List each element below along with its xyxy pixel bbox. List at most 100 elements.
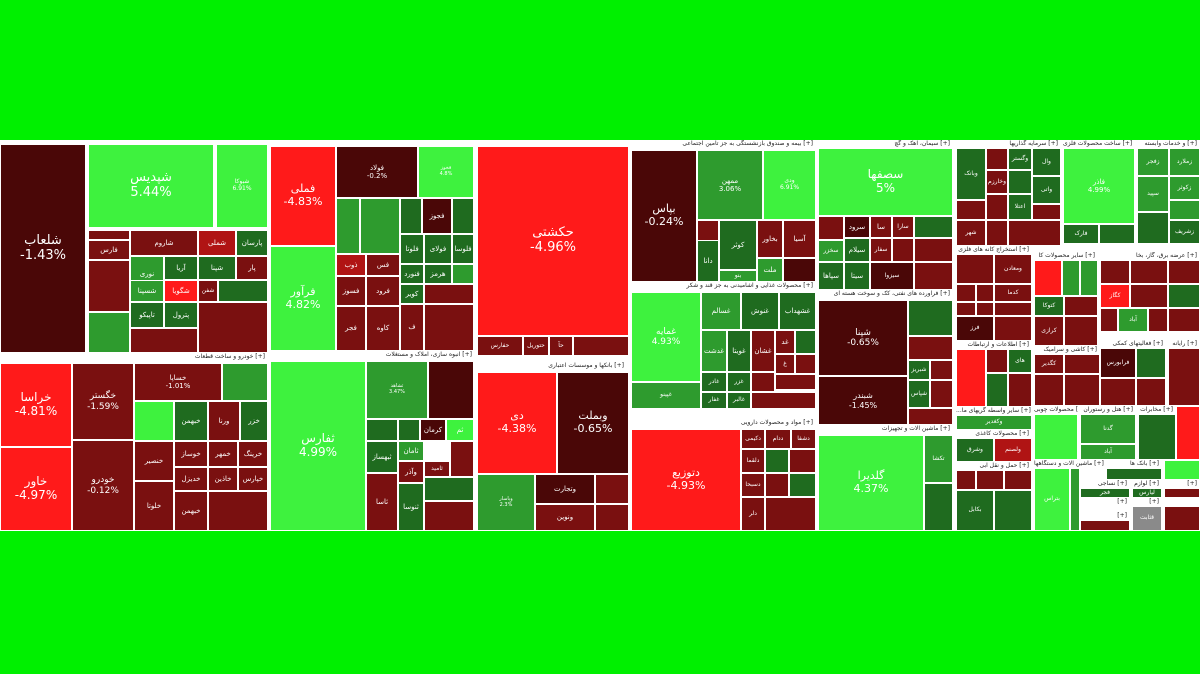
stock-tile[interactable] bbox=[1168, 260, 1200, 284]
stock-tile[interactable] bbox=[1136, 378, 1166, 406]
stock-tile[interactable]: فرابورس bbox=[1100, 348, 1136, 378]
stock-tile[interactable]: آسیا bbox=[783, 220, 816, 258]
sector-header[interactable]: استخراج کانه های فلزی [+] bbox=[956, 246, 1032, 254]
stock-tile[interactable] bbox=[573, 336, 629, 356]
stock-tile[interactable] bbox=[976, 302, 994, 316]
stock-tile[interactable]: سفار bbox=[870, 238, 892, 262]
stock-tile[interactable]: پار bbox=[236, 256, 268, 280]
stock-tile[interactable]: ثشاهد 3.47% bbox=[366, 361, 428, 419]
stock-tile[interactable] bbox=[789, 473, 816, 497]
stock-tile[interactable]: فلوسا bbox=[452, 234, 474, 264]
stock-tile[interactable] bbox=[452, 264, 474, 284]
stock-tile[interactable]: وپاسار 2.3% bbox=[477, 474, 535, 531]
stock-tile[interactable] bbox=[956, 302, 976, 316]
stock-tile[interactable]: شاروم bbox=[130, 230, 198, 256]
stock-tile[interactable]: بکابل bbox=[956, 490, 994, 531]
stock-tile[interactable]: ددام bbox=[765, 429, 791, 449]
stock-tile[interactable]: غدشت bbox=[701, 330, 727, 372]
stock-tile[interactable]: سا bbox=[870, 216, 892, 238]
stock-tile[interactable] bbox=[908, 300, 953, 336]
stock-tile[interactable] bbox=[1034, 374, 1064, 406]
stock-tile[interactable]: ثم bbox=[446, 419, 474, 441]
stock-tile[interactable] bbox=[892, 238, 914, 262]
stock-tile[interactable]: قثابت bbox=[1132, 506, 1162, 531]
stock-tile[interactable]: شپاس bbox=[908, 380, 930, 408]
stock-tile[interactable] bbox=[1164, 506, 1200, 531]
stock-tile[interactable]: غفار bbox=[701, 392, 727, 409]
stock-tile[interactable]: سیلام bbox=[844, 238, 870, 262]
stock-tile[interactable]: آباد bbox=[1118, 308, 1148, 332]
stock-tile[interactable]: سیزوا bbox=[870, 262, 914, 290]
stock-tile[interactable]: دتوزیع -4.93% bbox=[631, 429, 741, 531]
sector-header[interactable]: خودرو و ساخت قطعات [+] bbox=[0, 353, 268, 361]
sector-header[interactable]: ساخت محصولات فلزی [+] bbox=[1063, 140, 1135, 148]
sector-header[interactable]: [+] bbox=[1080, 498, 1130, 506]
stock-tile[interactable]: زفجر bbox=[1137, 148, 1169, 176]
stock-tile[interactable]: شهر bbox=[956, 220, 986, 246]
stock-tile[interactable]: ونوین bbox=[535, 504, 595, 531]
stock-tile[interactable] bbox=[1148, 308, 1168, 332]
stock-tile[interactable] bbox=[1130, 260, 1168, 284]
stock-tile[interactable]: شبندر -1.45% bbox=[818, 376, 908, 425]
sector-header[interactable]: فعالیتهای کمکی [+] bbox=[1100, 340, 1166, 348]
stock-tile[interactable] bbox=[765, 473, 789, 497]
stock-tile[interactable]: اعتلا bbox=[1008, 194, 1032, 220]
stock-tile[interactable] bbox=[1176, 406, 1200, 460]
stock-tile[interactable]: تکشا bbox=[924, 435, 953, 483]
stock-tile[interactable]: غ bbox=[775, 354, 795, 374]
sector-header[interactable]: [+] bbox=[1080, 512, 1130, 520]
stock-tile[interactable]: ثفارس 4.99% bbox=[270, 361, 366, 531]
stock-tile[interactable]: خزر bbox=[240, 401, 268, 441]
sector-header[interactable]: نساجی [+] bbox=[1080, 480, 1130, 488]
stock-tile[interactable]: غد bbox=[775, 330, 795, 354]
stock-tile[interactable]: شلعاب -1.43% bbox=[0, 144, 86, 353]
stock-tile[interactable] bbox=[424, 284, 474, 304]
stock-tile[interactable] bbox=[1034, 260, 1062, 296]
stock-tile[interactable] bbox=[1106, 468, 1162, 480]
stock-tile[interactable] bbox=[1164, 460, 1200, 480]
stock-tile[interactable]: دانا bbox=[697, 240, 719, 282]
stock-tile[interactable]: حفارس bbox=[477, 336, 523, 356]
stock-tile[interactable]: فخوز 4.8% bbox=[418, 146, 474, 198]
stock-tile[interactable] bbox=[130, 328, 198, 353]
stock-tile[interactable] bbox=[1100, 308, 1118, 332]
stock-tile[interactable] bbox=[1138, 414, 1176, 460]
stock-tile[interactable]: واتی bbox=[1032, 176, 1061, 204]
stock-tile[interactable] bbox=[930, 360, 953, 380]
stock-tile[interactable]: سصفها 5% bbox=[818, 148, 953, 216]
stock-tile[interactable]: شملی bbox=[198, 230, 236, 256]
stock-tile[interactable]: فاذر 4.99% bbox=[1063, 148, 1135, 224]
stock-tile[interactable]: فولای bbox=[424, 234, 452, 264]
stock-tile[interactable]: خگستر -1.59% bbox=[72, 363, 134, 440]
stock-tile[interactable] bbox=[595, 504, 629, 531]
stock-tile[interactable] bbox=[783, 258, 816, 282]
stock-tile[interactable]: کتوکا bbox=[1034, 296, 1064, 316]
stock-tile[interactable]: ثاسا bbox=[366, 473, 398, 531]
stock-tile[interactable]: دسبحا bbox=[741, 473, 765, 497]
stock-tile[interactable] bbox=[751, 372, 775, 392]
stock-tile[interactable] bbox=[1168, 284, 1200, 308]
stock-tile[interactable] bbox=[956, 284, 976, 302]
stock-tile[interactable] bbox=[1064, 374, 1100, 406]
stock-tile[interactable]: کوثر bbox=[719, 220, 757, 270]
stock-tile[interactable]: وبملت -0.65% bbox=[557, 372, 629, 474]
stock-tile[interactable] bbox=[994, 316, 1032, 341]
stock-tile[interactable] bbox=[1130, 284, 1168, 308]
stock-tile[interactable] bbox=[198, 302, 268, 353]
stock-tile[interactable]: غادر bbox=[701, 372, 727, 392]
stock-tile[interactable]: ورنا bbox=[208, 401, 240, 441]
stock-tile[interactable] bbox=[795, 330, 816, 354]
stock-tile[interactable] bbox=[1062, 260, 1080, 296]
stock-tile[interactable]: فارس bbox=[88, 240, 130, 260]
stock-tile[interactable] bbox=[424, 304, 474, 351]
sector-header[interactable]: رایانه [+] bbox=[1168, 340, 1200, 348]
stock-tile[interactable] bbox=[428, 361, 474, 419]
sector-header[interactable]: لوازم [+] bbox=[1132, 480, 1162, 488]
stock-tile[interactable]: کویر bbox=[400, 284, 424, 304]
stock-tile[interactable]: خپارس bbox=[238, 467, 268, 491]
stock-tile[interactable]: حکشتی -4.96% bbox=[477, 146, 629, 336]
stock-tile[interactable] bbox=[1032, 204, 1061, 220]
stock-tile[interactable] bbox=[336, 198, 360, 254]
stock-tile[interactable]: کاوه bbox=[366, 306, 400, 351]
stock-tile[interactable] bbox=[1008, 220, 1061, 246]
